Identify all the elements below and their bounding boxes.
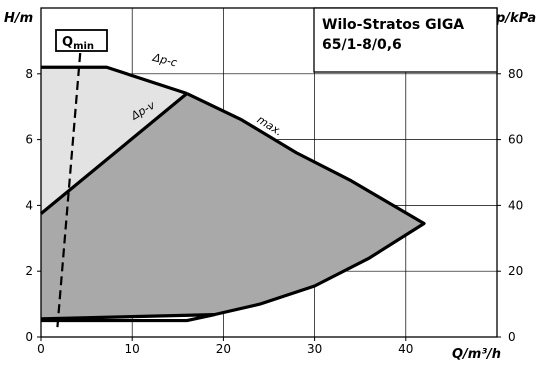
y-right-tick-label: 80: [508, 67, 523, 81]
svg-text:Q/m³/h: Q/m³/h: [452, 347, 501, 362]
label-delta-p-c: Δp-c: [151, 51, 179, 70]
y-right-tick-label: 0: [508, 330, 516, 344]
y-left-tick-label: 8: [25, 67, 33, 81]
x-axis-title: Q/m³/h: [452, 347, 501, 362]
svg-text:H/m: H/m: [4, 11, 33, 26]
curve-delta-p-c: [41, 65, 188, 96]
x-tick-label: 0: [37, 342, 45, 356]
delta-p-c-region: [41, 67, 187, 319]
x-tick-label: 40: [398, 342, 413, 356]
y-right-tick-label: 20: [508, 264, 523, 278]
y-left-tick-label: 2: [25, 264, 33, 278]
plot-frame: [40, 7, 498, 338]
x-tick-label: 20: [216, 342, 231, 356]
curve-delta-p-v: [39, 92, 188, 215]
qmin-line: [56, 30, 84, 328]
qmin-label-box: Qmin: [55, 29, 108, 52]
y-left-tick-label: 0: [25, 330, 33, 344]
y-left-axis-title: H/m: [4, 11, 33, 26]
operating-area: [41, 67, 425, 319]
title-line-2: 65/1-8/0,6: [322, 37, 402, 53]
svg-text:p/kPa: p/kPa: [495, 11, 536, 26]
curve-min: [40, 313, 216, 323]
title-line-1: Wilo-Stratos GIGA: [322, 17, 464, 33]
y-left-tick-label: 4: [25, 198, 33, 212]
x-tick-label: 10: [125, 342, 140, 356]
delta-p-v-region: [41, 93, 425, 319]
y-left-tick-label: 6: [25, 133, 33, 147]
svg-text:Qmin: Qmin: [62, 35, 94, 52]
curve-max: [186, 92, 426, 317]
title-box: Wilo-Stratos GIGA 65/1-8/0,6: [313, 7, 498, 73]
x-tick-label: 30: [307, 342, 322, 356]
y-right-tick-label: 60: [508, 133, 523, 147]
y-right-tick-label: 40: [508, 198, 523, 212]
y-right-axis-title: p/kPa: [495, 11, 536, 26]
